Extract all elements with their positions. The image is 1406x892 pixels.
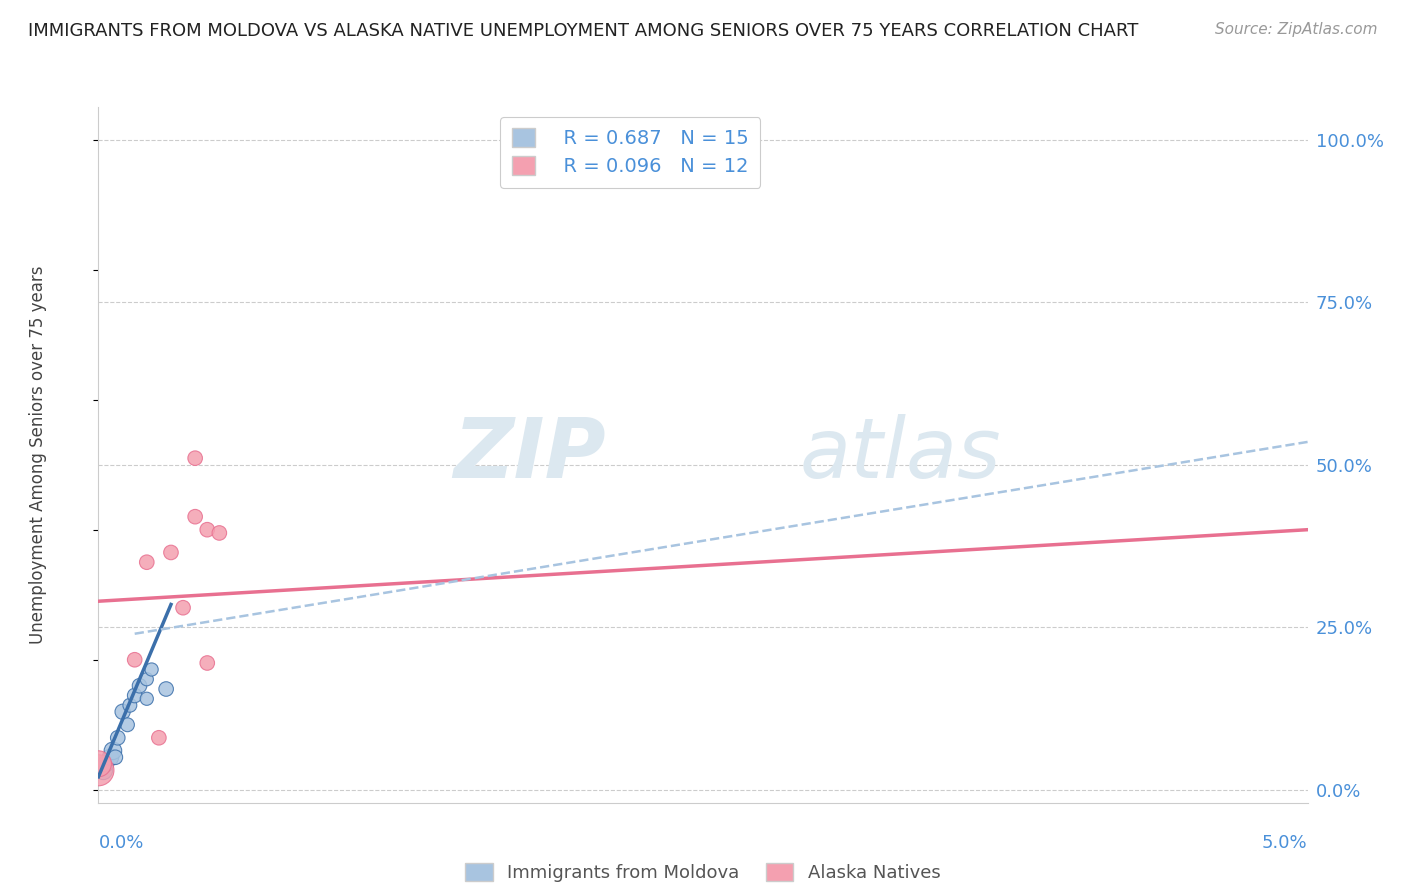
Point <box>160 545 183 559</box>
Point <box>172 600 194 615</box>
Point <box>101 744 124 758</box>
Point <box>208 525 231 540</box>
Text: atlas: atlas <box>800 415 1001 495</box>
Point <box>141 663 163 677</box>
Point <box>128 679 150 693</box>
Point <box>195 523 218 537</box>
Point <box>184 509 207 524</box>
Point <box>135 691 157 706</box>
Point <box>135 672 157 686</box>
Point <box>124 689 146 703</box>
Legend: Immigrants from Moldova, Alaska Natives: Immigrants from Moldova, Alaska Natives <box>457 855 949 891</box>
Point <box>117 718 139 732</box>
Point <box>155 681 177 696</box>
Text: ZIP: ZIP <box>454 415 606 495</box>
Point <box>94 756 117 771</box>
Point <box>124 653 146 667</box>
Point <box>135 555 157 569</box>
Text: Source: ZipAtlas.com: Source: ZipAtlas.com <box>1215 22 1378 37</box>
Text: Unemployment Among Seniors over 75 years: Unemployment Among Seniors over 75 years <box>30 266 46 644</box>
Point <box>148 731 170 745</box>
Text: 0.0%: 0.0% <box>98 834 143 852</box>
Point <box>111 705 134 719</box>
Point <box>118 698 141 713</box>
Point <box>184 451 207 466</box>
Point <box>104 750 127 764</box>
Text: 5.0%: 5.0% <box>1263 834 1308 852</box>
Point <box>107 731 129 745</box>
Point <box>87 764 110 778</box>
Point <box>195 656 218 670</box>
Point <box>100 750 122 764</box>
Point <box>91 764 114 778</box>
Text: IMMIGRANTS FROM MOLDOVA VS ALASKA NATIVE UNEMPLOYMENT AMONG SENIORS OVER 75 YEAR: IMMIGRANTS FROM MOLDOVA VS ALASKA NATIVE… <box>28 22 1139 40</box>
Point <box>87 756 110 771</box>
